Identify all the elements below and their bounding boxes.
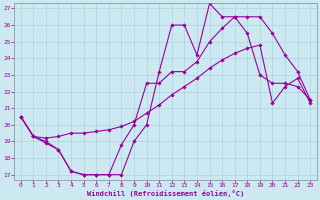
- X-axis label: Windchill (Refroidissement éolien,°C): Windchill (Refroidissement éolien,°C): [87, 190, 244, 197]
